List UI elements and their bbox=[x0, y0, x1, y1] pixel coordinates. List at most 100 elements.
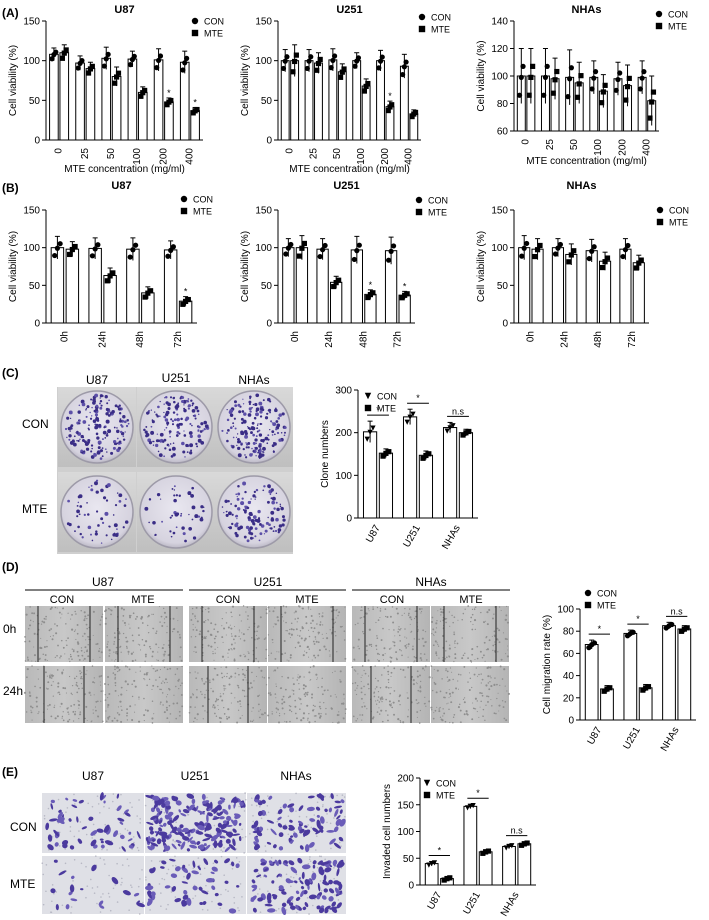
membrane-pore bbox=[334, 894, 336, 896]
membrane-pore bbox=[194, 895, 197, 897]
colony-dot bbox=[104, 395, 108, 399]
cell-speck bbox=[444, 720, 447, 723]
cell-speck bbox=[148, 645, 151, 648]
cell-speck bbox=[445, 669, 447, 672]
invaded-cell bbox=[312, 860, 317, 865]
cell-speck bbox=[501, 700, 504, 702]
a-u251-bar-mte bbox=[337, 71, 347, 141]
invaded-cell bbox=[303, 889, 308, 895]
b-u87-category-label: 24h bbox=[97, 331, 108, 348]
invaded-cell bbox=[189, 840, 196, 845]
cell-speck bbox=[502, 632, 505, 634]
cell-speck bbox=[481, 678, 484, 681]
cell-speck bbox=[165, 706, 168, 709]
cell-speck bbox=[242, 633, 245, 636]
colony-dot bbox=[247, 426, 250, 430]
d-migration-data-point bbox=[681, 626, 687, 632]
cell-speck bbox=[168, 689, 171, 691]
a-u251-ylabel: Cell viability (%) bbox=[240, 45, 251, 116]
colony-dot bbox=[164, 429, 166, 431]
cell-speck bbox=[134, 685, 137, 688]
cell-speck bbox=[375, 700, 377, 702]
cell-speck bbox=[138, 698, 140, 700]
b-u251-category-label: 72h bbox=[393, 331, 404, 348]
a-u87-bar-con bbox=[127, 58, 138, 141]
cell-speck bbox=[321, 677, 323, 680]
invaded-cell bbox=[49, 818, 58, 822]
membrane-pore bbox=[206, 909, 209, 911]
cell-speck bbox=[109, 609, 111, 611]
cell-speck bbox=[157, 659, 159, 662]
cell-speck bbox=[351, 666, 354, 669]
membrane-pore bbox=[73, 793, 75, 796]
membrane-pore bbox=[163, 811, 166, 814]
cell-speck bbox=[489, 675, 491, 677]
membrane-pore bbox=[231, 867, 234, 870]
cell-speck bbox=[334, 630, 336, 633]
cell-speck bbox=[260, 669, 263, 672]
cell-speck bbox=[307, 656, 310, 658]
cell-speck bbox=[234, 676, 236, 678]
colony-dot bbox=[81, 402, 86, 407]
colony-dot bbox=[171, 487, 174, 490]
cell-speck bbox=[459, 709, 462, 712]
cell-speck bbox=[313, 627, 316, 630]
cell-speck bbox=[256, 626, 259, 629]
cell-speck bbox=[328, 650, 331, 652]
cell-speck bbox=[390, 675, 392, 677]
colony-dot bbox=[262, 399, 265, 402]
colony-dot bbox=[175, 526, 178, 529]
colony-dot bbox=[112, 533, 116, 537]
cell-speck bbox=[325, 632, 327, 634]
cell-speck bbox=[367, 608, 370, 610]
membrane-pore bbox=[266, 828, 269, 831]
invaded-cell bbox=[76, 816, 79, 823]
a-u87-data-point bbox=[59, 55, 65, 61]
cell-speck bbox=[274, 623, 277, 626]
cell-speck bbox=[205, 619, 207, 622]
a-nhas-ytick-label: 100 bbox=[491, 72, 508, 83]
colony-dot bbox=[279, 503, 282, 506]
cell-speck bbox=[480, 673, 482, 675]
membrane-pore bbox=[114, 884, 117, 886]
membrane-pore bbox=[166, 872, 168, 875]
colony-dot bbox=[240, 501, 245, 506]
colony-dot bbox=[187, 407, 190, 410]
colony-dot bbox=[242, 403, 245, 405]
cell-speck bbox=[241, 715, 243, 717]
cell-speck bbox=[363, 616, 365, 618]
invaded-cell bbox=[202, 803, 212, 807]
cell-speck bbox=[450, 701, 453, 704]
cell-speck bbox=[251, 671, 253, 674]
cell-speck bbox=[154, 670, 157, 672]
cell-speck bbox=[320, 712, 322, 715]
invaded-cell bbox=[58, 809, 62, 813]
cell-speck bbox=[300, 703, 302, 705]
a-nhas-legend-label: MTE bbox=[668, 22, 687, 32]
cell-speck bbox=[144, 660, 146, 663]
colony-dot bbox=[169, 396, 173, 399]
invaded-cell bbox=[308, 894, 317, 900]
cell-speck bbox=[493, 712, 496, 715]
colony-dot bbox=[81, 438, 85, 442]
cell-speck bbox=[192, 623, 194, 626]
colony-dot bbox=[183, 404, 185, 406]
cell-speck bbox=[298, 697, 300, 699]
e-invasion-data-point bbox=[467, 803, 473, 810]
cell-speck bbox=[267, 634, 270, 636]
cell-speck bbox=[492, 644, 495, 647]
cell-speck bbox=[506, 690, 508, 692]
d-migration-ytick-label: 80 bbox=[563, 627, 575, 638]
colony-dot bbox=[164, 447, 167, 450]
colony-dot bbox=[269, 411, 271, 414]
cell-speck bbox=[354, 659, 356, 661]
colony-dot bbox=[99, 457, 103, 460]
cell-speck bbox=[194, 615, 196, 618]
colony-dot bbox=[77, 439, 80, 442]
cell-speck bbox=[33, 654, 36, 657]
invaded-cell bbox=[324, 908, 329, 914]
invaded-cell bbox=[119, 821, 124, 825]
cell-speck bbox=[234, 626, 236, 628]
cell-speck bbox=[315, 638, 317, 640]
colony-dot bbox=[228, 526, 233, 530]
